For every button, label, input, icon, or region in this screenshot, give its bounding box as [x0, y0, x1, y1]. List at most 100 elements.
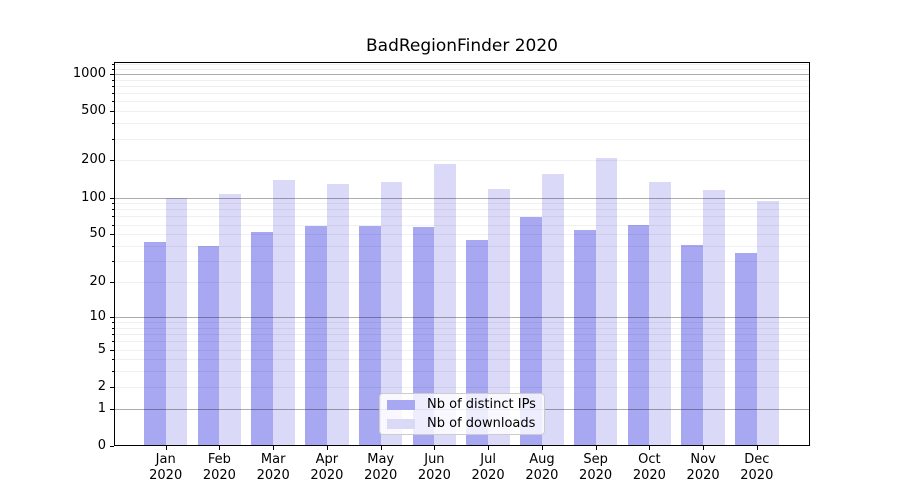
- y-tick-label: 1: [97, 400, 106, 416]
- gridline-minor: [114, 386, 810, 388]
- x-tick-label: Mar 2020: [256, 452, 290, 483]
- gridline-minor: [114, 371, 810, 373]
- bar-downloads: [380, 181, 403, 446]
- y-minor-tick-mark: [112, 341, 114, 343]
- y-tick-label: 20: [89, 274, 106, 289]
- legend: Nb of distinct IPs Nb of downloads: [379, 393, 545, 435]
- bar-distinct-ips: [358, 225, 381, 446]
- y-minor-tick-mark: [112, 322, 114, 323]
- gridline-minor: [114, 224, 810, 226]
- y-minor-tick-mark: [112, 282, 114, 283]
- y-tick-mark: [110, 197, 114, 199]
- bar-distinct-ips: [735, 253, 757, 446]
- x-tick-mark: [326, 446, 328, 450]
- gridline-minor: [114, 64, 810, 66]
- gridline-major: [114, 316, 810, 318]
- x-tick-mark: [488, 446, 490, 450]
- y-minor-tick-mark: [112, 327, 114, 329]
- x-tick-mark: [541, 446, 543, 450]
- gridline-minor: [114, 209, 810, 211]
- legend-item: Nb of downloads: [387, 414, 544, 433]
- bar-distinct-ips: [573, 230, 596, 446]
- y-tick-mark: [110, 73, 114, 75]
- y-tick-label: 50: [89, 226, 106, 242]
- gridline-major: [114, 197, 810, 199]
- gridline-minor: [114, 160, 810, 162]
- gridline-minor: [114, 246, 810, 247]
- y-tick-mark: [110, 316, 114, 318]
- bar-downloads: [219, 194, 242, 446]
- y-minor-tick-mark: [112, 85, 114, 87]
- gridline-minor: [114, 234, 810, 236]
- y-tick-label: 0: [97, 438, 106, 453]
- bar-downloads: [273, 179, 295, 446]
- y-minor-tick-mark: [112, 123, 114, 125]
- gridline-minor: [114, 123, 810, 125]
- gridline-minor: [114, 341, 810, 343]
- y-tick-label: 500: [81, 103, 106, 119]
- chart-title: BadRegionFinder 2020: [365, 36, 558, 56]
- bar-distinct-ips: [520, 217, 542, 446]
- y-minor-tick-mark: [112, 209, 114, 211]
- x-tick-label: Feb 2020: [202, 452, 236, 483]
- x-tick-label: Apr 2020: [310, 452, 344, 483]
- y-minor-tick-mark: [112, 68, 114, 70]
- bar-distinct-ips: [143, 242, 166, 446]
- bar-distinct-ips: [412, 227, 435, 446]
- x-tick-label: May 2020: [364, 452, 398, 483]
- bar-distinct-ips: [681, 244, 704, 446]
- y-minor-tick-mark: [112, 224, 114, 226]
- x-tick-mark: [595, 446, 597, 450]
- y-minor-tick-mark: [112, 79, 114, 81]
- bar-distinct-ips: [305, 225, 327, 446]
- x-tick-label: Nov 2020: [686, 452, 720, 483]
- x-tick-mark: [273, 446, 275, 450]
- gridline-minor: [114, 359, 810, 361]
- y-minor-tick-mark: [112, 216, 114, 218]
- legend-label: Nb of distinct IPs: [427, 397, 536, 412]
- y-minor-tick-mark: [112, 386, 114, 388]
- y-tick-label: 100: [81, 189, 106, 205]
- bar-downloads: [165, 197, 188, 446]
- y-minor-tick-mark: [112, 160, 114, 162]
- bar-distinct-ips: [627, 224, 650, 446]
- gridline-minor: [114, 327, 810, 329]
- y-tick-label: 1000: [72, 65, 106, 81]
- gridline-major: [114, 73, 810, 75]
- x-tick-label: Jun 2020: [417, 452, 451, 483]
- gridline-minor: [114, 203, 810, 205]
- x-tick-mark: [703, 446, 705, 450]
- gridline-minor: [114, 282, 810, 283]
- bar-distinct-ips: [251, 232, 274, 446]
- y-minor-tick-mark: [112, 234, 114, 236]
- y-tick-label: 200: [81, 152, 106, 168]
- x-tick-mark: [649, 446, 651, 450]
- bar-downloads: [756, 201, 779, 446]
- y-minor-tick-mark: [112, 93, 114, 95]
- grid-layer: [114, 62, 810, 446]
- gridline-minor: [114, 79, 810, 81]
- x-tick-mark: [380, 446, 382, 450]
- y-tick-mark: [110, 408, 114, 410]
- y-minor-tick-mark: [112, 111, 114, 113]
- bar-downloads: [326, 184, 349, 446]
- y-tick-mark: [110, 446, 114, 447]
- y-minor-tick-mark: [112, 64, 114, 66]
- y-minor-tick-mark: [112, 349, 114, 351]
- y-minor-tick-mark: [112, 246, 114, 247]
- y-minor-tick-mark: [112, 371, 114, 373]
- x-tick-mark: [219, 446, 221, 450]
- gridline-minor: [114, 261, 810, 263]
- plot-area: [114, 62, 810, 446]
- bar-downloads: [649, 182, 672, 446]
- y-minor-tick-mark: [112, 359, 114, 361]
- y-tick-label: 5: [97, 341, 106, 357]
- gridline-minor: [114, 216, 810, 218]
- bar-downloads: [488, 189, 510, 446]
- legend-item: Nb of distinct IPs: [387, 395, 544, 414]
- gridline-minor: [114, 101, 810, 103]
- x-tick-mark: [165, 446, 167, 450]
- gridline-minor: [114, 334, 810, 335]
- x-tick-label: Dec 2020: [740, 452, 774, 483]
